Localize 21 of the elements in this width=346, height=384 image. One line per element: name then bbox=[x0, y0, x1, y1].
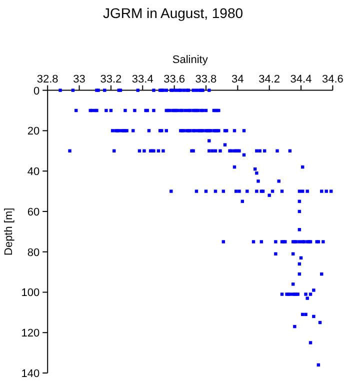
y-tick-label: 120 bbox=[21, 328, 40, 340]
x-tick-label: 33.2 bbox=[100, 73, 122, 86]
x-tick-label: 34 bbox=[232, 73, 244, 86]
x-tick-label: 34.6 bbox=[322, 73, 344, 86]
x-tick-label: 34.2 bbox=[258, 73, 280, 86]
y-tick-label: 20 bbox=[27, 126, 40, 138]
y-tick-label: 60 bbox=[27, 206, 40, 218]
y-tick-label: 40 bbox=[27, 166, 40, 178]
x-tick-label: 33.4 bbox=[132, 73, 154, 86]
x-tick-label: 34.4 bbox=[290, 73, 312, 86]
y-tick-label: 100 bbox=[21, 287, 40, 300]
y-tick-label: 80 bbox=[27, 246, 40, 259]
x-tick-label: 33.8 bbox=[195, 73, 217, 86]
x-tick-label: 32.8 bbox=[36, 73, 58, 86]
x-axis-title: Salinity bbox=[172, 54, 208, 66]
y-tick-label: 140 bbox=[21, 368, 40, 380]
y-tick-label: 0 bbox=[33, 85, 40, 98]
x-tick-label: 33.6 bbox=[164, 73, 186, 86]
chart-title: JGRM in August, 1980 bbox=[102, 5, 244, 21]
x-tick-label: 33 bbox=[73, 73, 86, 86]
y-axis-title: Depth [m] bbox=[3, 208, 15, 256]
